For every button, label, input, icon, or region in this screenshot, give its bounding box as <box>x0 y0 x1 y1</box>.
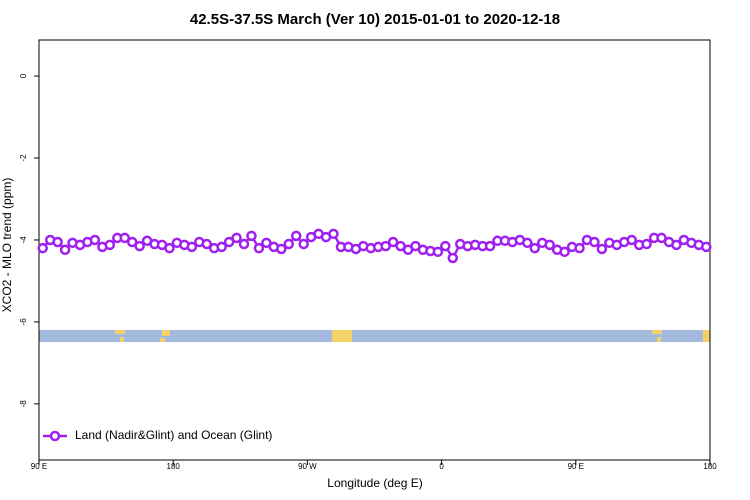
point <box>290 230 302 242</box>
point <box>522 237 533 249</box>
point <box>544 239 555 251</box>
point <box>283 238 295 250</box>
point <box>89 234 101 246</box>
point <box>231 232 242 244</box>
point <box>298 238 309 250</box>
point <box>440 240 451 252</box>
x-tick-label: 90 E <box>568 462 584 471</box>
legend-label: Land (Nadir&Glint) and Ocean (Glint) <box>75 428 272 442</box>
x-tick-label: 180 <box>703 462 717 471</box>
x-tick-label: 90 E <box>31 462 47 471</box>
surface-strip <box>39 330 710 342</box>
point <box>671 239 682 251</box>
point <box>246 230 257 242</box>
point <box>52 236 63 248</box>
y-tick-label: -2 <box>19 154 28 162</box>
point <box>484 240 496 252</box>
chart-title: 42.5S-37.5S March (Ver 10) 2015-01-01 to… <box>190 11 560 28</box>
point <box>596 243 608 255</box>
point <box>574 242 585 254</box>
y-axis-title: XCO2 - MLO trend (ppm) <box>0 178 14 313</box>
point <box>559 246 570 258</box>
point <box>276 243 287 255</box>
x-tick-label: 90 W <box>298 462 317 471</box>
x-axis-title: Longitude (deg E) <box>327 476 422 490</box>
point <box>589 236 600 248</box>
point <box>529 242 541 254</box>
x-tick-label: 0 <box>439 462 444 471</box>
point <box>216 241 227 253</box>
point <box>59 244 71 256</box>
y-tick-label: -6 <box>19 318 28 326</box>
point <box>253 242 265 254</box>
point <box>261 237 272 249</box>
land-patches <box>115 330 710 342</box>
point <box>701 241 712 253</box>
point <box>201 238 212 250</box>
y-tick-label: 0 <box>19 73 28 78</box>
point <box>37 242 48 254</box>
point <box>186 241 198 253</box>
point <box>104 239 116 251</box>
y-tick-label: -8 <box>19 400 28 408</box>
point <box>626 234 637 246</box>
y-tick-label: -4 <box>19 236 28 244</box>
point <box>119 232 130 244</box>
point <box>238 238 250 250</box>
point <box>432 246 444 258</box>
point <box>641 238 652 250</box>
point <box>656 232 667 244</box>
point <box>164 242 175 254</box>
point <box>328 228 339 240</box>
point <box>126 236 138 248</box>
point <box>134 240 145 252</box>
point <box>223 236 235 248</box>
legend-marker <box>49 430 61 442</box>
point <box>447 252 459 264</box>
point <box>387 236 399 248</box>
x-tick-label: 180 <box>167 462 181 471</box>
point <box>380 240 391 252</box>
